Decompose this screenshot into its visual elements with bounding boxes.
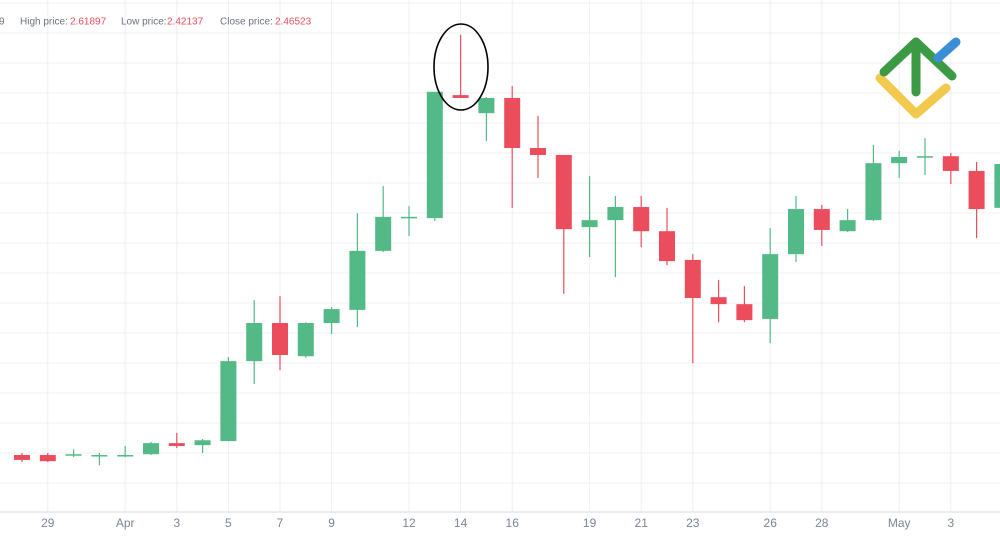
x-tick-label: 23 [686,516,700,530]
candle-body [168,443,185,447]
open-fragment: 9 [0,17,5,28]
high-value: 2.61897 [70,17,107,28]
candle-body [891,157,908,164]
x-tick-label: 9 [328,516,335,530]
candle-body [839,220,856,232]
candle-body [272,323,288,355]
candle-body [91,455,108,457]
candle-body [994,163,1000,208]
x-tick-label: 19 [583,516,597,530]
candle-body [581,220,598,228]
logo-blue [933,37,961,63]
logo-yellow [875,73,951,119]
candle-body [297,323,314,357]
x-tick-label: 3 [173,516,180,530]
candle-body [659,231,675,262]
x-tick-label: 26 [764,516,778,530]
candle-body [375,216,392,251]
candle-body [246,323,263,362]
candle-body [14,455,30,460]
candle-body [762,254,779,319]
candle-body [530,147,546,155]
candle-body [736,304,753,321]
logo [875,37,961,119]
low-label: Low price: [121,17,167,28]
x-tick-label: 12 [402,516,416,530]
candle-body [349,250,366,310]
x-tick-label: 16 [506,516,520,530]
x-tick-label: May [888,516,911,530]
candle-body [194,440,211,446]
candle-body [220,361,237,442]
high-label: High price: [20,17,68,28]
candle-body [865,163,882,221]
close-label: Close price: [220,17,273,28]
low-value: 2.42137 [167,17,204,28]
x-tick-label: 29 [41,516,55,530]
candle-body [65,454,82,456]
candles [14,34,1000,466]
candle-body [117,455,134,457]
x-tick-label: Apr [116,516,135,530]
candle-body [478,97,495,114]
x-tick-label: 7 [277,516,284,530]
candle-body [555,154,572,230]
candle-body [504,97,521,148]
grid [0,0,1000,512]
x-tick-label: 14 [454,516,468,530]
x-tick-label: 3 [947,516,954,530]
x-tick-label: 21 [635,516,649,530]
candle-body [633,207,650,232]
candle-body [401,216,417,219]
x-tick-label: 5 [225,516,232,530]
candle-body [968,170,985,210]
candle-body [323,309,340,324]
candle-body [710,297,727,305]
candle-body [607,207,624,221]
candle-body [452,95,469,98]
close-value: 2.46523 [275,17,312,28]
candle-body [143,443,159,455]
candle-body [813,209,830,230]
candle-body [917,156,933,158]
candle-body [426,91,443,219]
x-tick-label: 28 [815,516,829,530]
candle-body [684,259,701,299]
candle-body [788,209,804,255]
highlight-ellipse [433,23,489,111]
candle-body [39,455,56,462]
candle-body [942,156,959,171]
